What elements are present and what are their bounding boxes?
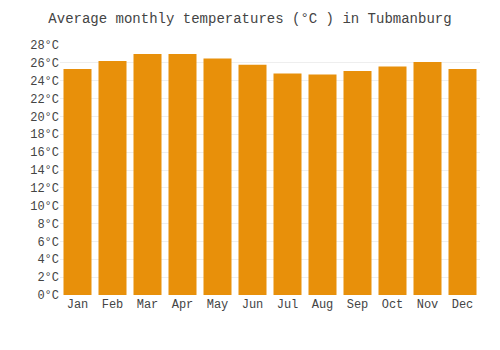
svg-text:20°C: 20°C [30,111,59,125]
svg-text:14°C: 14°C [30,164,59,178]
svg-text:16°C: 16°C [30,146,59,160]
svg-text:Oct: Oct [382,298,404,312]
svg-text:Dec: Dec [452,298,474,312]
svg-text:8°C: 8°C [37,218,59,232]
svg-text:Nov: Nov [417,298,439,312]
svg-text:18°C: 18°C [30,128,59,142]
svg-text:22°C: 22°C [30,93,59,107]
svg-text:24°C: 24°C [30,75,59,89]
svg-text:28°C: 28°C [30,39,59,53]
svg-text:12°C: 12°C [30,182,59,196]
svg-text:26°C: 26°C [30,57,59,71]
svg-text:Feb: Feb [102,298,124,312]
svg-text:Jul: Jul [277,298,299,312]
svg-text:2°C: 2°C [37,271,59,285]
svg-text:4°C: 4°C [37,253,59,267]
svg-text:Apr: Apr [172,298,194,312]
svg-text:Aug: Aug [312,298,334,312]
svg-text:May: May [207,298,229,312]
svg-text:Mar: Mar [137,298,159,312]
svg-text:6°C: 6°C [37,236,59,250]
svg-text:Jan: Jan [67,298,89,312]
svg-text:0°C: 0°C [37,289,59,303]
svg-text:Jun: Jun [242,298,264,312]
svg-text:Sep: Sep [347,298,369,312]
svg-text:10°C: 10°C [30,200,59,214]
svg-text:Average monthly temperatures (: Average monthly temperatures (°C ) in Tu… [48,11,451,27]
